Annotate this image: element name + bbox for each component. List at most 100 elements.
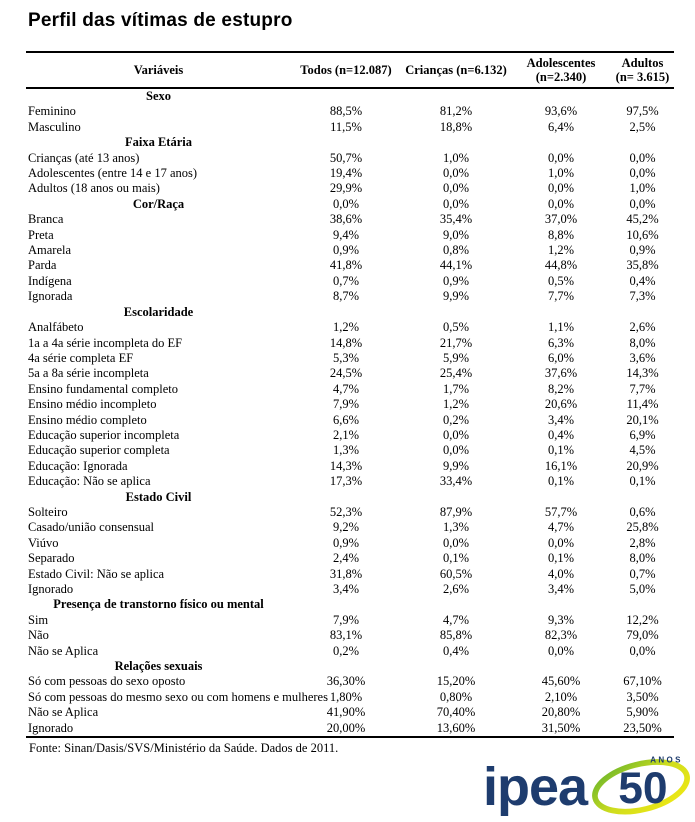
cell-value: 50,7%: [329, 150, 363, 165]
cell-value: 45,60%: [541, 674, 581, 689]
row-label: Ignorado: [28, 720, 74, 735]
cell-value: 21,7%: [439, 335, 473, 350]
cell-value: 82,3%: [544, 628, 578, 643]
header-criancas: Crianças (n=6.132): [405, 63, 507, 77]
cell-value: 0,4%: [442, 643, 470, 658]
logo-number: 50: [618, 764, 667, 813]
row-label: Preta: [28, 227, 54, 242]
cell-value: [511, 305, 611, 320]
cell-value: [611, 88, 674, 104]
cell-value: 93,6%: [544, 104, 578, 119]
section-label: Presença de transtorno físico ou mental: [53, 597, 264, 612]
cell-value: 12,2%: [626, 612, 659, 627]
section-row: Relações sexuais: [26, 659, 674, 674]
page-title: Perfil das vítimas de estupro: [28, 10, 293, 31]
row-label: Sim: [28, 612, 49, 627]
cell-value: 0,1%: [442, 551, 470, 566]
row-label: Só com pessoas do sexo oposto: [28, 674, 186, 689]
cell-value: 0,0%: [629, 643, 656, 658]
cell-value: [291, 305, 401, 320]
cell-value: 6,6%: [332, 412, 360, 427]
cell-value: 11,4%: [626, 397, 659, 412]
cell-value: 8,8%: [547, 227, 575, 242]
cell-value: 0,0%: [442, 535, 470, 550]
cell-value: 8,0%: [629, 551, 656, 566]
cell-value: 4,7%: [442, 612, 470, 627]
cell-value: 1,80%: [329, 689, 363, 704]
header-adolescentes-line2: (n=2.340): [535, 70, 587, 84]
header-adolescentes-line1: Adolescentes: [526, 56, 596, 70]
row-label: 5a a 8a série incompleta: [28, 366, 149, 381]
cell-value: 4,0%: [547, 566, 575, 581]
section-row: Presença de transtorno físico ou mental: [26, 597, 674, 612]
row-label: Ensino fundamental completo: [28, 381, 178, 396]
table-row: Adolescentes (entre 14 e 17 anos) 19,4% 0,…: [26, 166, 674, 181]
cell-value: 0,0%: [547, 196, 575, 211]
table-row: Sim 7,9% 4,7% 9,3% 12,2%: [26, 613, 674, 628]
cell-value: 36,30%: [326, 674, 366, 689]
table-row: Masculino 11,5% 18,8% 6,4% 2,5%: [26, 120, 674, 135]
cell-value: [611, 597, 674, 612]
table-row: Educação: Ignorada 14,3% 9,9% 16,1% 20,9%: [26, 459, 674, 474]
cell-value: 0,1%: [547, 474, 575, 489]
table-row: Ensino fundamental completo 4,7% 1,7% 8,2% 7…: [26, 382, 674, 397]
cell-value: 8,7%: [332, 289, 360, 304]
cell-value: 3,6%: [629, 350, 656, 365]
section-label: Estado Civil: [125, 489, 192, 504]
cell-value: 70,40%: [436, 705, 476, 720]
table-row: Só com pessoas do mesmo sexo ou com home…: [26, 690, 674, 705]
row-label: Amarela: [28, 243, 72, 258]
row-label: Adultos (18 anos ou mais): [28, 181, 160, 196]
table-row: Educação superior completa 1,3% 0,0% 0,1% 4,…: [26, 443, 674, 458]
cell-value: 38,6%: [329, 212, 363, 227]
row-label: Educação: Não se aplica: [28, 474, 151, 489]
cell-value: 9,2%: [332, 520, 360, 535]
table-row: Educação: Não se aplica 17,3% 33,4% 0,1% 0,1…: [26, 474, 674, 489]
cell-value: 0,1%: [547, 443, 575, 458]
cell-value: 8,2%: [547, 381, 575, 396]
cell-value: 35,4%: [439, 212, 473, 227]
row-label: Viúvo: [28, 535, 59, 550]
table-row: Indígena 0,7% 0,9% 0,5% 0,4%: [26, 274, 674, 289]
cell-value: 1,1%: [547, 320, 575, 335]
cell-value: 23,50%: [623, 720, 662, 735]
cell-value: 25,4%: [439, 366, 473, 381]
row-label: Ignorada: [28, 289, 73, 304]
header-adultos: Adultos (n= 3.615): [611, 52, 674, 88]
section-row: Estado Civil: [26, 490, 674, 505]
row-label: Educação: Ignorada: [28, 458, 128, 473]
cell-value: 33,4%: [439, 474, 473, 489]
cell-value: 1,2%: [547, 243, 575, 258]
ipea-logo-text: ipea: [483, 757, 588, 817]
table-row: Ignorada 8,7% 9,9% 7,7% 7,3%: [26, 289, 674, 304]
cell-value: 0,9%: [332, 535, 360, 550]
cell-value: [611, 659, 674, 674]
table-row: Branca 38,6% 35,4% 37,0% 45,2%: [26, 212, 674, 227]
row-label: Ignorado: [28, 582, 74, 596]
cell-value: 41,8%: [329, 258, 363, 273]
table-row: 1a a 4a série incompleta do EF 14,8% 21,7%…: [26, 336, 674, 351]
cell-value: 2,5%: [629, 119, 656, 134]
cell-value: 0,6%: [629, 504, 656, 519]
cell-value: [291, 135, 401, 150]
cell-value: 31,8%: [329, 566, 363, 581]
cell-value: 0,9%: [332, 243, 360, 258]
cell-value: [401, 305, 511, 320]
row-label: Não se Aplica: [28, 705, 99, 720]
cell-value: 0,4%: [629, 273, 656, 288]
cell-value: 3,4%: [547, 412, 575, 427]
row-label: Casado/união consensual: [28, 520, 155, 535]
cell-value: 0,5%: [547, 273, 575, 288]
cell-value: 44,1%: [439, 258, 473, 273]
cell-value: 14,3%: [626, 366, 659, 381]
header-variaveis: Variáveis: [133, 63, 184, 77]
cell-value: 2,1%: [332, 427, 360, 442]
cell-value: 52,3%: [329, 504, 363, 519]
cell-value: 31,50%: [541, 720, 581, 735]
cell-value: 0,9%: [629, 243, 656, 258]
cell-value: 6,4%: [547, 119, 575, 134]
cell-value: 0,1%: [629, 474, 656, 489]
cell-value: 25,8%: [626, 520, 659, 535]
cell-value: [511, 597, 611, 612]
